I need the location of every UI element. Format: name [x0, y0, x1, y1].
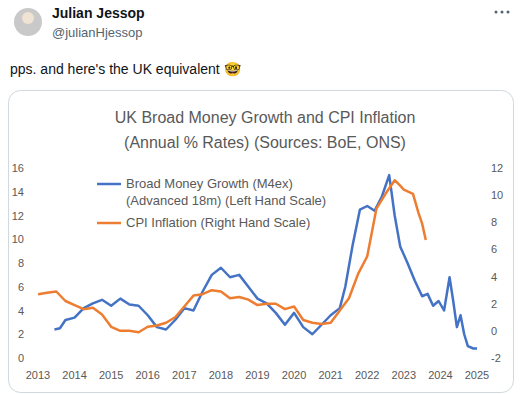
x-tick [477, 358, 478, 361]
legend-label: Broad Money Growth (M4ex) (Advanced 18m)… [126, 175, 341, 209]
x-tick-label: 2016 [136, 369, 160, 381]
more-dot [501, 11, 504, 14]
x-tick [74, 358, 75, 361]
x-tick-label: 2019 [245, 369, 269, 381]
post-text: pps. and here's the UK equivalent 🤓 [10, 61, 242, 77]
series-line [54, 175, 477, 348]
avatar [14, 8, 42, 36]
y-tick-label: 2 [18, 328, 24, 340]
y-tick-label: 14 [12, 186, 24, 198]
avatar-face [22, 12, 34, 24]
y2-tick-label: 0 [491, 325, 497, 337]
y-tick-label: 16 [12, 162, 24, 174]
y2-tick-label: 6 [491, 243, 497, 255]
plot-area [38, 175, 477, 348]
y2-tick-label: 10 [491, 189, 503, 201]
title: UK Broad Money Growth and CPI Inflation [115, 109, 416, 126]
x-tick-label: 2024 [428, 369, 452, 381]
x-tick [330, 358, 331, 361]
y2-tick-label: -2 [491, 352, 501, 364]
x-tick [184, 358, 185, 361]
y-tick-label: 10 [12, 233, 24, 245]
legend-swatch [97, 183, 121, 186]
handle: @julianHjessop [52, 25, 143, 40]
x-tick-label: 2018 [209, 369, 233, 381]
y-tick-label: 8 [18, 257, 24, 269]
x-tick [111, 358, 112, 361]
y-tick-label: 0 [18, 352, 24, 364]
y-tick-label: 4 [18, 305, 24, 317]
author: Julian Jessop [52, 5, 145, 21]
x-tick [367, 358, 368, 361]
subtitle: (Annual % Rates) (Sources: BoE, ONS) [124, 134, 406, 151]
x-tick-label: 2014 [62, 369, 86, 381]
y2-tick-label: 12 [491, 162, 503, 174]
y2-tick-label: 4 [491, 271, 497, 283]
y-tick-label: 12 [12, 210, 24, 222]
image-frame [9, 91, 514, 393]
x-tick-label: 2021 [318, 369, 342, 381]
legend-label: CPI Inflation (Right Hand Scale) [126, 214, 341, 231]
x-tick-label: 2025 [465, 369, 489, 381]
more-button[interactable] [495, 11, 510, 14]
x-tick-label: 2022 [355, 369, 379, 381]
x-tick-label: 2020 [282, 369, 306, 381]
x-tick [440, 358, 441, 361]
x-tick-label: 2023 [392, 369, 416, 381]
x-tick [38, 358, 39, 361]
y2-tick-label: 8 [491, 216, 497, 228]
x-tick [403, 358, 404, 361]
more-dot [495, 11, 498, 14]
x-tick [147, 358, 148, 361]
x-tick-label: 2013 [26, 369, 50, 381]
x-tick [257, 358, 258, 361]
y-tick-label: 6 [18, 281, 24, 293]
x-tick [294, 358, 295, 361]
x-tick-label: 2017 [172, 369, 196, 381]
legend-swatch [97, 222, 121, 225]
x-tick [220, 358, 221, 361]
x-tick-label: 2015 [99, 369, 123, 381]
more-dot [507, 11, 510, 14]
y2-tick-label: 2 [491, 298, 497, 310]
